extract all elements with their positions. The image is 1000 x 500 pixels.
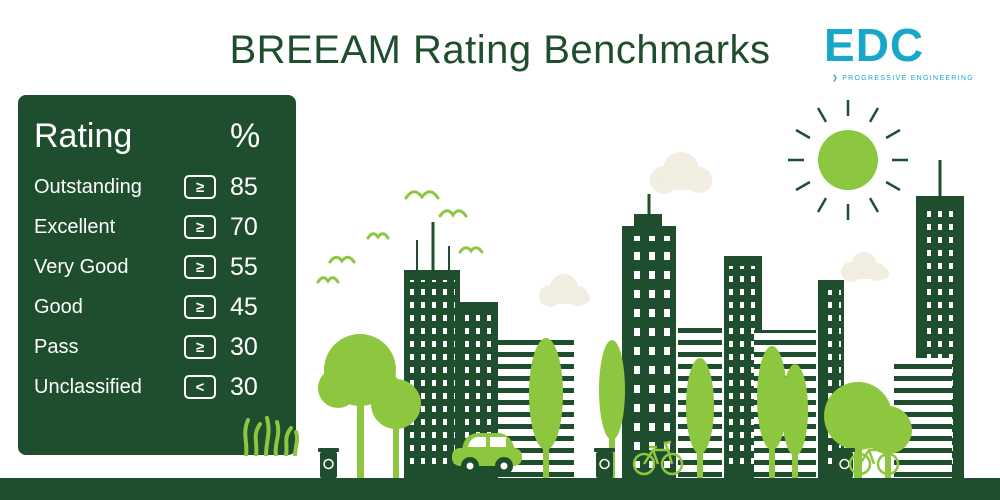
tree-icon (757, 346, 787, 478)
tree-icon (529, 338, 563, 478)
bicycle-icon (632, 440, 684, 476)
column-header-percent: % (230, 116, 261, 155)
bird-icon (458, 246, 484, 254)
table-row: Outstanding ≥ 85 (34, 167, 282, 207)
bicycle-icon (848, 440, 900, 476)
bird-icon (328, 255, 356, 264)
column-header-rating: Rating (34, 116, 133, 155)
table-row: Very Good ≥ 55 (34, 247, 282, 287)
cloud-icon (539, 274, 590, 307)
rating-value: 85 (230, 172, 258, 201)
rating-label: Unclassified (34, 375, 142, 398)
cloud-icon (650, 152, 712, 194)
rating-value: 45 (230, 292, 258, 321)
trees (318, 334, 912, 478)
sun-icon (788, 100, 908, 220)
edc-tagline-text: PROGRESSIVE ENGINEERING (842, 74, 974, 82)
greater-equal-icon: ≥ (184, 295, 216, 319)
greater-equal-icon: ≥ (184, 215, 216, 239)
grass-icon (243, 416, 300, 456)
rating-label: Good (34, 295, 83, 318)
bird-icon (404, 190, 440, 200)
table-row: Unclassified < 30 (34, 367, 282, 407)
rating-label: Excellent (34, 215, 116, 238)
greater-equal-icon: ≥ (184, 255, 216, 279)
rating-label: Outstanding (34, 175, 142, 198)
greater-equal-icon: ≥ (184, 335, 216, 359)
bird-icon (316, 276, 340, 284)
birds (316, 190, 484, 284)
rating-value: 30 (230, 332, 258, 361)
edc-logo: EDC ❯ PROGRESSIVE ENGINEERING (824, 22, 974, 82)
trash-bin-icon (834, 448, 855, 478)
rating-value: 70 (230, 212, 258, 241)
less-than-icon: < (184, 375, 216, 399)
building (894, 358, 952, 478)
edc-logo-tagline: ❯ PROGRESSIVE ENGINEERING (824, 74, 974, 83)
table-row: Good ≥ 45 (34, 287, 282, 327)
tree-icon (686, 358, 714, 478)
table-row: Excellent ≥ 70 (34, 207, 282, 247)
bird-icon (366, 232, 390, 240)
cloud-icon (841, 252, 889, 282)
table-header: Rating % (34, 105, 282, 167)
building (622, 194, 676, 478)
ground (0, 478, 1000, 500)
rating-label: Very Good (34, 255, 129, 278)
rating-label: Pass (34, 335, 79, 358)
rating-table-panel: Rating % Outstanding ≥ 85 Excellent ≥ 70… (18, 95, 296, 455)
page-title: BREEAM Rating Benchmarks (229, 28, 771, 72)
tree-icon (782, 364, 808, 478)
greater-equal-icon: ≥ (184, 175, 216, 199)
trash-bin-icon (594, 448, 615, 478)
table-row: Pass ≥ 30 (34, 327, 282, 367)
car-icon (452, 433, 522, 475)
rating-value: 30 (230, 372, 258, 401)
bird-icon (438, 209, 468, 218)
building (404, 222, 460, 478)
chevron-right-icon: ❯ (832, 75, 840, 82)
trash-bin-icon (318, 448, 339, 478)
edc-logo-text: EDC (824, 19, 925, 71)
rating-value: 55 (230, 252, 258, 281)
tree-icon (371, 379, 421, 478)
